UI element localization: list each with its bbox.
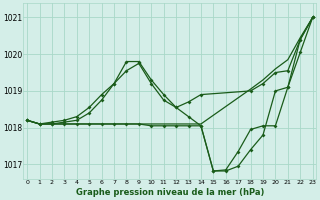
X-axis label: Graphe pression niveau de la mer (hPa): Graphe pression niveau de la mer (hPa) [76,188,264,197]
